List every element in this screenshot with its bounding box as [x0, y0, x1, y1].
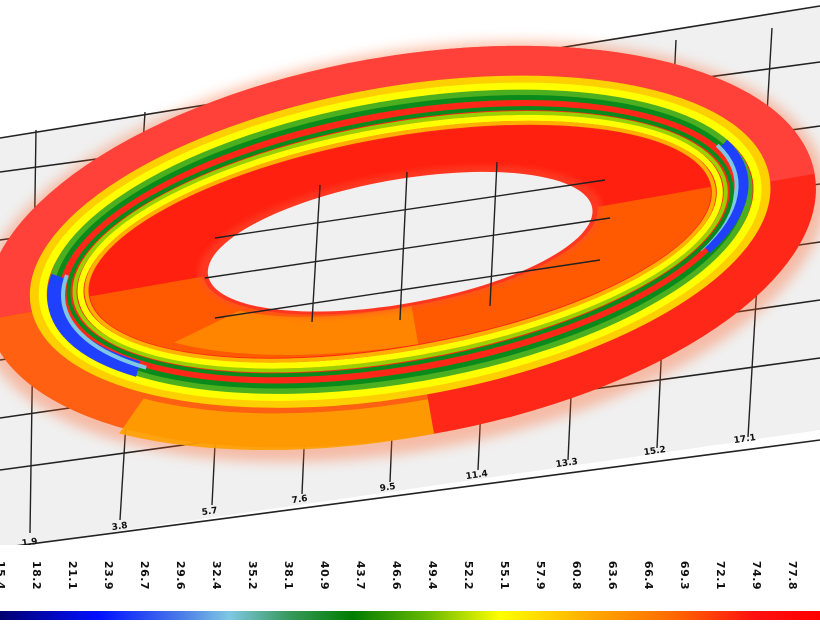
colorbar-tick: 52.2	[462, 560, 476, 590]
colorbar-tick: 57.9	[534, 560, 548, 590]
colorbar-tick: 40.9	[318, 560, 332, 590]
colorbar-tick: 38.1	[282, 560, 296, 590]
colorbar-tick: 23.9	[102, 560, 116, 590]
axis-tick: 17.1	[733, 433, 756, 446]
colorbar-tick: 26.7	[138, 560, 152, 590]
ring-surface	[0, 40, 820, 463]
axis-tick: 13.3	[555, 457, 578, 470]
axis-tick: 1.9	[21, 537, 38, 545]
colorbar-tick: 77.8	[786, 560, 800, 590]
colorbar-tick: 72.1	[714, 560, 728, 590]
axis-tick: 11.4	[465, 469, 488, 482]
colorbar-tick: 21.1	[66, 560, 80, 590]
axis-tick: 9.5	[379, 482, 396, 494]
colorbar-tick: 49.4	[426, 560, 440, 590]
colorbar-tick: 63.6	[606, 560, 620, 590]
colorbar-tick: 29.6	[174, 560, 188, 590]
colorbar-tick: 74.9	[750, 560, 764, 590]
colorbar-tick: 60.8	[570, 560, 584, 590]
colorbar-tick: 69.3	[678, 560, 692, 590]
colorbar-tick: 32.4	[210, 560, 224, 590]
colorbar-tick: 46.6	[390, 560, 404, 590]
colorbar-tick: 66.4	[642, 560, 656, 590]
colorbar-tick: 55.1	[498, 560, 512, 590]
colorbar-labels: 15.4 18.2 21.1 23.9 26.7 29.6 32.4 35.2 …	[0, 555, 820, 600]
axis-tick: 7.6	[291, 494, 308, 506]
colorbar-tick: 43.7	[354, 560, 368, 590]
axis-tick: 15.2	[643, 445, 666, 458]
grid-through-hole	[204, 161, 611, 323]
polar-surface-plot: 1.9 3.8 5.7 7.6 9.5 11.4 13.3 15.2 17.1	[0, 5, 820, 545]
colorbar-tick: 35.2	[246, 560, 260, 590]
colorbar	[0, 611, 820, 620]
colorbar-tick: 18.2	[30, 560, 44, 590]
axis-tick: 5.7	[201, 506, 218, 518]
axis-tick: 3.8	[111, 521, 128, 533]
colorbar-tick: 80.6	[809, 555, 820, 595]
axis-tick-labels: 1.9 3.8 5.7 7.6 9.5 11.4 13.3 15.2 17.1	[21, 433, 756, 545]
